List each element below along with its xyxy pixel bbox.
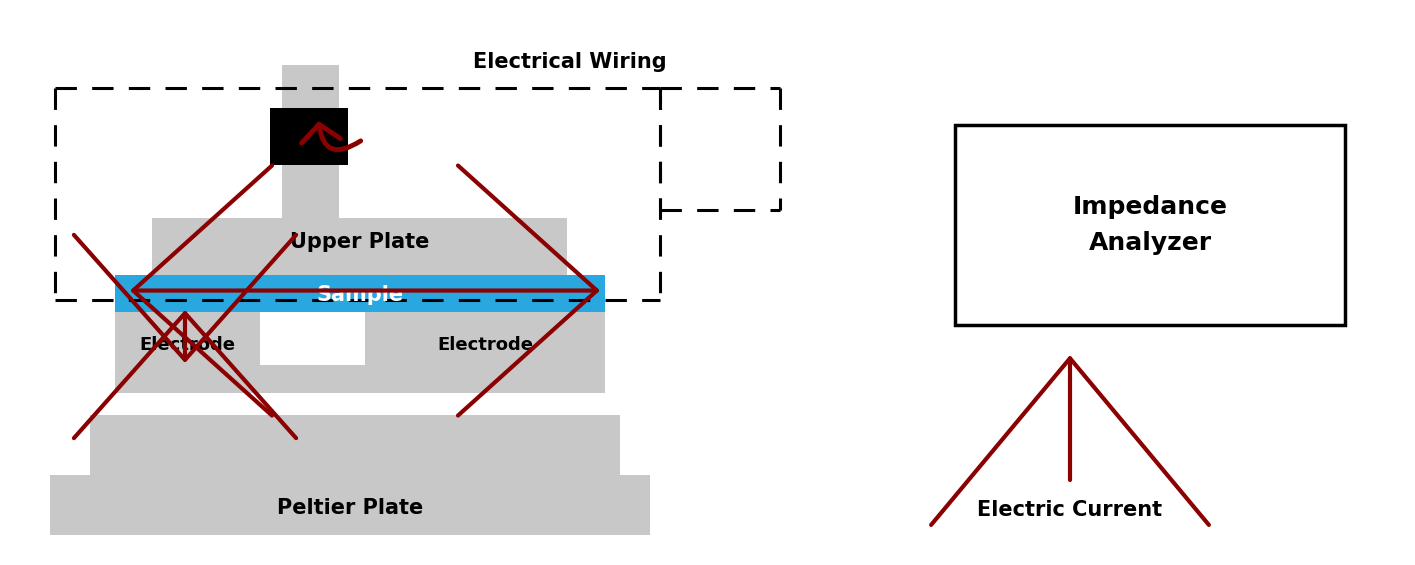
Text: Electrode: Electrode xyxy=(437,336,533,354)
Text: Sample: Sample xyxy=(317,285,403,305)
Bar xyxy=(91,415,620,477)
Text: Upper Plate: Upper Plate xyxy=(290,232,429,252)
Text: Electrode: Electrode xyxy=(139,336,235,354)
Bar xyxy=(955,125,1346,325)
Bar xyxy=(50,475,649,535)
FancyArrowPatch shape xyxy=(301,124,361,150)
Bar xyxy=(270,108,348,165)
Bar xyxy=(282,65,340,108)
Bar xyxy=(115,365,606,393)
Bar xyxy=(115,310,260,367)
Text: Electrical Wiring: Electrical Wiring xyxy=(473,52,666,72)
Text: Impedance
Analyzer: Impedance Analyzer xyxy=(1073,195,1227,255)
Text: Electric Current: Electric Current xyxy=(978,500,1163,520)
Bar xyxy=(115,275,606,312)
Bar xyxy=(282,165,340,218)
Bar xyxy=(115,390,606,415)
Bar xyxy=(151,218,567,275)
Bar xyxy=(365,310,606,367)
Text: Peltier Plate: Peltier Plate xyxy=(277,498,423,518)
